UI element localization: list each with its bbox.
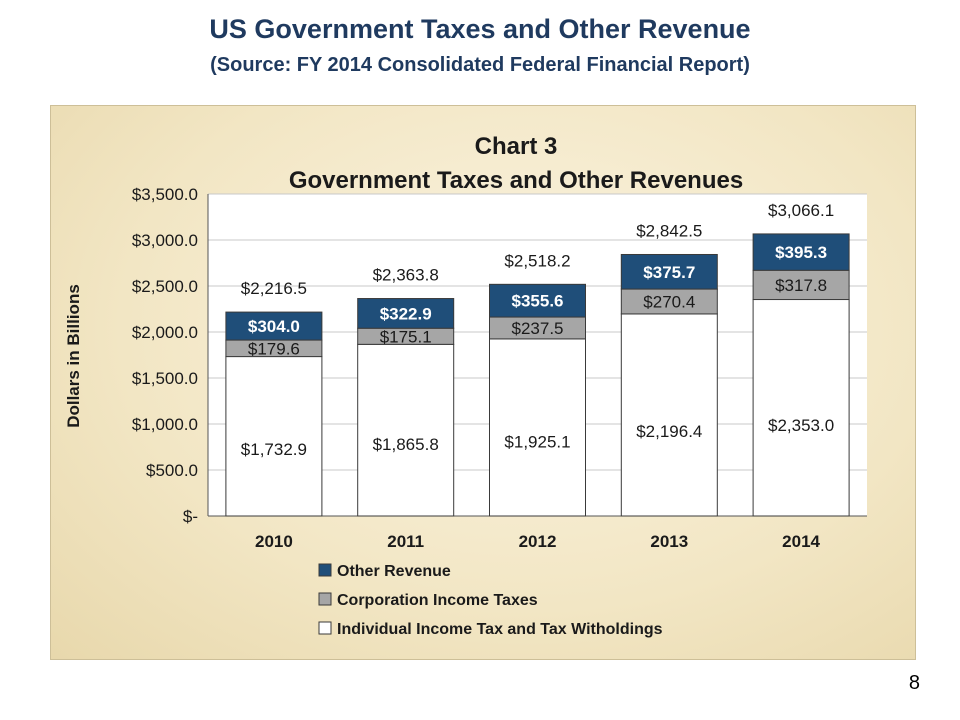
individual-tax-value: $1,865.8 [373,435,439,454]
other-revenue-value: $395.3 [775,243,827,262]
individual-tax-bar [620,313,718,517]
total-value-label: $2,363.8 [373,266,439,285]
legend-individual-tax-swatch [318,621,332,635]
individual-tax-value: $1,925.1 [504,433,570,452]
y-tick-label: $- [183,507,198,526]
other-revenue-bar [225,311,323,341]
corporation-tax-bar [752,269,850,301]
y-tick-label: $3,500.0 [132,185,198,204]
slide-subtitle: (Source: FY 2014 Consolidated Federal Fi… [210,54,750,76]
corporation-tax-value: $317.8 [775,276,827,295]
individual-tax-value: $2,353.0 [768,416,834,435]
chart-title: Chart 3 [475,133,558,160]
y-tick-label: $1,000.0 [132,415,198,434]
total-value-label: $2,518.2 [504,251,570,270]
y-tick-label: $2,000.0 [132,323,198,342]
y-tick-label: $3,000.0 [132,231,198,250]
legend-corporation-taxes-label: Corporation Income Taxes [337,592,538,609]
x-tick-label: 2013 [650,532,688,551]
total-value-label: $2,216.5 [241,279,307,298]
y-tick-label: $2,500.0 [132,277,198,296]
individual-tax-bar [225,356,323,517]
individual-tax-value: $1,732.9 [241,440,307,459]
other-revenue-bar [620,253,718,290]
legend-individual-tax-label: Individual Income Tax and Tax Witholding… [337,621,663,638]
other-revenue-value: $322.9 [380,304,432,323]
x-tick-label: 2010 [255,532,293,551]
other-revenue-value: $304.0 [248,317,300,336]
individual-tax-bar [357,343,455,517]
x-tick-label: 2014 [782,532,820,551]
y-tick-label: $1,500.0 [132,369,198,388]
total-value-label: $3,066.1 [768,201,834,220]
individual-tax-bar [752,299,850,517]
corporation-tax-value: $237.5 [512,319,564,338]
other-revenue-value: $355.6 [512,292,564,311]
x-tick-label: 2011 [387,532,424,551]
corporation-tax-value: $175.1 [380,327,432,346]
legend-other-revenue-label: Other Revenue [337,563,451,580]
other-revenue-bar [489,283,586,318]
individual-tax-bar [489,338,586,517]
x-tick-label: 2012 [519,532,557,551]
chart-panel: Chart 3 Government Taxes and Other Reven… [50,105,916,660]
chart-subtitle: Government Taxes and Other Revenues [289,167,743,194]
y-axis-label: Dollars in Billions [64,284,83,428]
total-value-label: $2,842.5 [636,221,702,240]
legend-corporation-taxes-swatch [318,592,332,606]
legend-other-revenue-swatch [318,563,332,577]
other-revenue-value: $375.7 [643,263,695,282]
y-tick-label: $500.0 [146,461,198,480]
corporation-tax-value: $179.6 [248,339,300,358]
page-number: 8 [908,672,920,694]
other-revenue-bar [357,298,455,329]
individual-tax-value: $2,196.4 [636,422,702,441]
other-revenue-bar [752,233,850,271]
corporation-tax-value: $270.4 [643,292,695,311]
slide-title: US Government Taxes and Other Revenue [209,14,751,44]
revenue-chart: Chart 3 Government Taxes and Other Reven… [64,133,867,638]
